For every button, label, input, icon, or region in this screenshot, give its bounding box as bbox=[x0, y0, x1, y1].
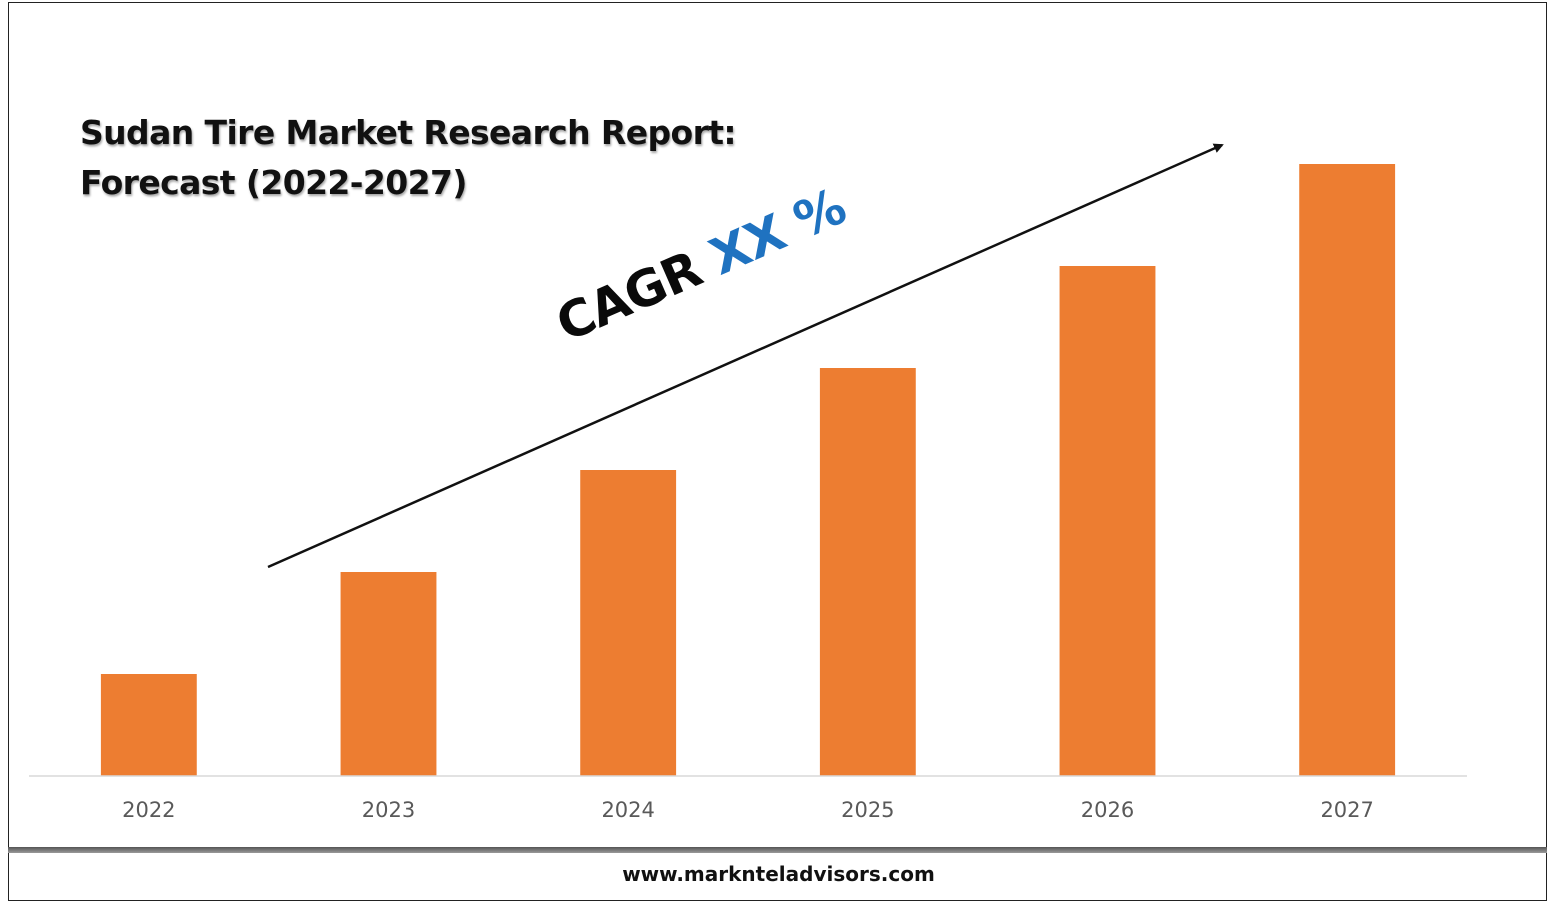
x-tick-label-2025: 2025 bbox=[841, 798, 894, 822]
chart-frame bbox=[8, 2, 1547, 901]
x-axis-tick-labels: 2022 2023 2024 2025 2026 2027 bbox=[122, 798, 1374, 822]
chart-title-line-2: Forecast (2022-2027) bbox=[80, 163, 467, 202]
bar-2025 bbox=[819, 368, 916, 776]
chart-title: Sudan Tire Market Research Report: Forec… bbox=[80, 108, 737, 208]
x-tick-label-2027: 2027 bbox=[1320, 798, 1373, 822]
x-tick-label-2022: 2022 bbox=[122, 798, 175, 822]
footer-divider bbox=[8, 847, 1547, 853]
bar-2022 bbox=[100, 674, 197, 776]
bar-series bbox=[100, 164, 1396, 776]
footer-url: www.marknteladvisors.com bbox=[622, 862, 935, 886]
bar-2024 bbox=[580, 470, 677, 776]
x-tick-label-2023: 2023 bbox=[362, 798, 415, 822]
bar-2027 bbox=[1299, 164, 1396, 776]
x-tick-label-2024: 2024 bbox=[601, 798, 654, 822]
bar-2023 bbox=[340, 572, 437, 776]
bar-2026 bbox=[1059, 266, 1156, 776]
x-tick-label-2026: 2026 bbox=[1081, 798, 1134, 822]
chart-title-line-1: Sudan Tire Market Research Report: bbox=[80, 113, 737, 152]
trend-arrow bbox=[267, 143, 1224, 569]
